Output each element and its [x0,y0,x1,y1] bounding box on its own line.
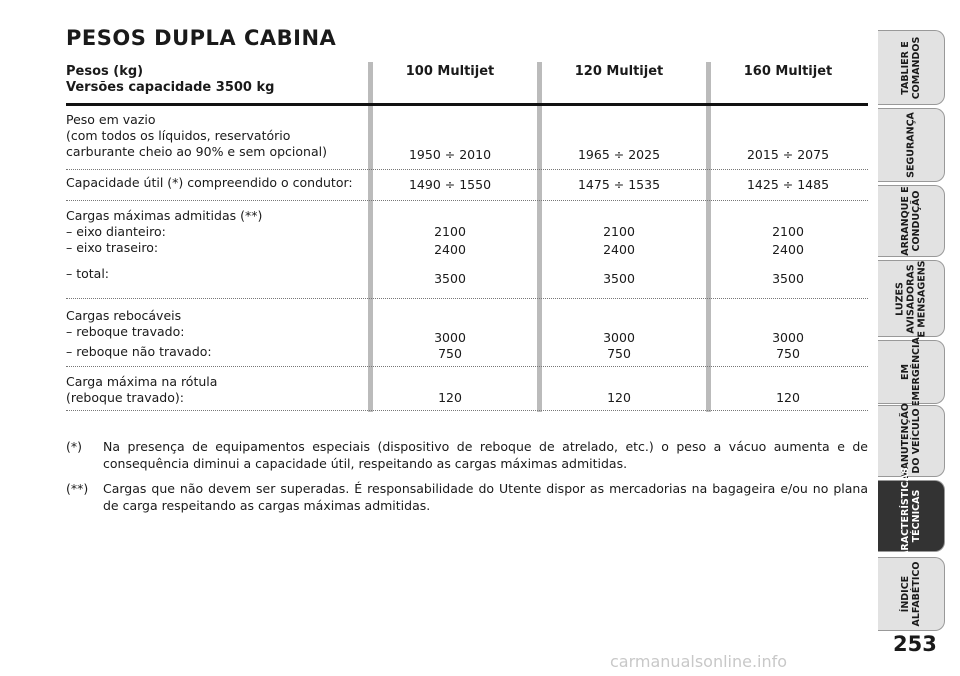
cell-value: 1965 ÷ 2025 [577,147,661,162]
tab-label-line: ALFABÉTICO [911,561,922,627]
row-label: Carga máxima na rótula [66,374,218,389]
row-label: – reboque travado: [66,324,185,339]
section-tab: TABLIER E COMANDOS [878,30,945,105]
tab-label: EM EMERGÊNCIA [900,337,922,407]
page-title: PESOS DUPLA CABINA [66,26,337,50]
cell-value: 120 [776,390,800,405]
cell-value: 750 [776,346,800,361]
row-label: carburante cheio ao 90% e sem opcional) [66,144,327,159]
row-label: (com todos os líquidos, reservatório [66,128,291,143]
cell-value: 2400 [772,242,804,257]
tab-label-line: SEGURANÇA [905,112,917,178]
row-label: Cargas máximas admitidas (**) [66,208,263,223]
cell-value: 2015 ÷ 2075 [746,147,830,162]
cell-value: 2100 [772,224,804,239]
tab-label-line: CARACTERÍSTICAS [900,467,911,565]
section-tab: CARACTERÍSTICAS TÉCNICAS [878,467,945,565]
tab-label-line: ÍNDICE [900,575,911,613]
tab-label: SEGURANÇA [906,112,917,178]
tab-label-line: E MENSAGENS [916,260,928,337]
cell-value: 750 [607,346,631,361]
footnote-mark: (*) [66,439,83,454]
tab-label-line: COMANDOS [911,36,922,99]
section-tab: ÍNDICE ALFABÉTICO [878,557,945,631]
row-label: Capacidade útil (*) compreendido o condu… [66,175,353,190]
row-rule [66,169,868,170]
cell-value: 3000 [603,330,635,345]
column-divider [368,62,373,412]
cell-value: 1425 ÷ 1485 [746,177,830,192]
row-label: – total: [66,266,110,281]
section-tab: ARRANQUE E CONDUÇÃO [878,185,945,257]
cell-value: 2100 [434,224,466,239]
cell-value: 1490 ÷ 1550 [408,177,492,192]
header-label: Pesos (kg) [66,64,144,79]
row-rule [66,298,868,299]
row-label: – eixo dianteiro: [66,224,166,239]
row-label: Cargas rebocáveis [66,308,182,323]
cell-value: 1950 ÷ 2010 [408,147,492,162]
footnote-text: Na presença de equipamentos especiais (d… [103,439,868,471]
cell-value: 1475 ÷ 1535 [577,177,661,192]
tab-label-line: TÉCNICAS [911,489,922,543]
tab-label-line: LUZES [894,281,906,316]
row-rule [66,410,868,411]
tab-label: ÍNDICE ALFABÉTICO [900,562,922,627]
tab-label-line: EMERGÊNCIA [911,337,922,407]
tab-label-line: ARRANQUE E [900,186,911,256]
cell-value: 2100 [603,224,635,239]
row-label: (reboque travado): [66,390,184,405]
tab-label-line: EM [900,364,911,380]
section-tab: MANUTENÇÃO DO VEÍCULO [878,403,945,479]
watermark: carmanualsonline.info [610,652,788,671]
row-label: – eixo traseiro: [66,240,159,255]
section-tab: LUZES AVISADORAS E MENSAGENS [878,260,945,337]
column-header: 160 Multijet [743,64,833,79]
page-number: 253 [893,632,937,656]
row-label: – reboque não travado: [66,344,212,359]
row-rule [66,366,868,367]
footnote: (**) Cargas que não devem ser superadas. … [66,480,868,514]
row-rule [66,200,868,201]
footnote-mark: (**) [66,481,89,496]
cell-value: 3000 [772,330,804,345]
cell-value: 3500 [772,271,804,286]
cell-value: 120 [607,390,631,405]
section-tab: SEGURANÇA [878,108,945,182]
footnote-text: Cargas que não devem ser superadas. É re… [103,481,868,513]
cell-value: 3500 [603,271,635,286]
header-label: Versões capacidade 3500 kg [66,80,275,95]
cell-value: 2400 [434,242,466,257]
column-header: 100 Multijet [405,64,495,79]
cell-value: 3000 [434,330,466,345]
column-divider [706,62,711,412]
cell-value: 3500 [434,271,466,286]
cell-value: 120 [438,390,462,405]
tab-label-line: CONDUÇÃO [911,190,922,252]
tab-label-line: AVISADORAS [905,263,917,334]
column-divider [537,62,542,412]
cell-value: 750 [438,346,462,361]
footnote: (*) Na presença de equipamentos especiais… [66,438,868,472]
column-header: 120 Multijet [574,64,664,79]
tab-label: TABLIER E COMANDOS [900,36,922,99]
row-label: Peso em vazio [66,112,156,127]
tab-label: CARACTERÍSTICAS TÉCNICAS [900,467,922,565]
header-rule [66,103,868,106]
tab-label-line: TABLIER E [900,40,911,95]
tab-label: LUZES AVISADORAS E MENSAGENS [895,260,928,337]
tab-label: ARRANQUE E CONDUÇÃO [900,186,922,255]
cell-value: 2400 [603,242,635,257]
section-tab: EM EMERGÊNCIA [878,337,945,407]
